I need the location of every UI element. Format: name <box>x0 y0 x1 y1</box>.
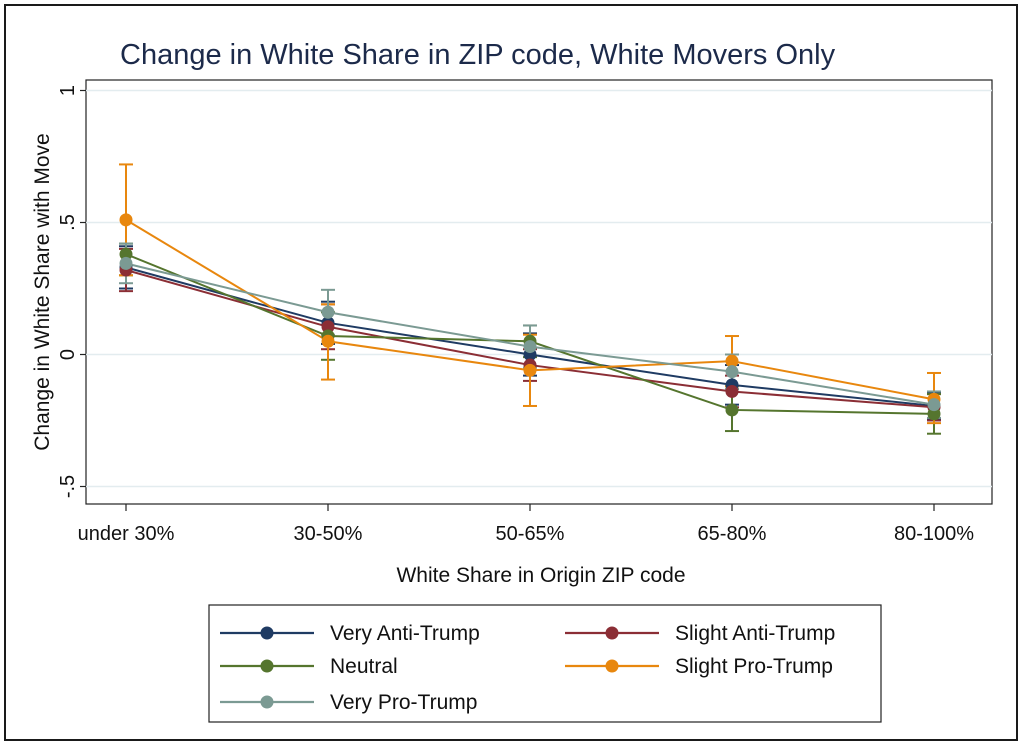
data-point-neutral <box>927 407 941 421</box>
y-tick-label: -.5 <box>57 475 79 498</box>
x-tick-label: 30-50% <box>294 523 363 545</box>
y-axis-label: Change in White Share with Move <box>31 133 54 451</box>
legend: Very Anti-Trump Slight Anti-Trump Neutral S… <box>220 622 835 714</box>
gridlines <box>86 89 992 488</box>
x-tick-label: 50-65% <box>496 523 565 545</box>
x-tick-label: 65-80% <box>698 523 767 545</box>
legend-label: Slight Pro-Trump <box>675 655 833 678</box>
data-point-slight-anti-trump <box>321 320 335 334</box>
y-axis: -.5 0 .5 1 <box>57 85 86 498</box>
legend-item-slight-pro-trump: Slight Pro-Trump <box>565 655 833 678</box>
data-point-slight-pro-trump <box>321 334 335 348</box>
legend-marker <box>260 626 274 640</box>
y-tick-label: .5 <box>57 214 79 231</box>
legend-marker <box>260 695 274 709</box>
data-point-very-pro-trump <box>119 256 133 270</box>
legend-item-very-anti-trump: Very Anti-Trump <box>220 622 480 645</box>
data-point-very-pro-trump <box>725 365 739 379</box>
x-axis: under 30% 30-50% 50-65% 65-80% 80-100% <box>78 504 974 545</box>
plot-area <box>85 79 993 505</box>
legend-item-very-pro-trump: Very Pro-Trump <box>220 691 477 714</box>
data-point-very-pro-trump <box>321 305 335 319</box>
legend-label: Slight Anti-Trump <box>675 622 835 645</box>
x-tick-label: under 30% <box>78 523 175 545</box>
legend-marker <box>605 659 619 673</box>
data-point-very-pro-trump <box>927 398 941 412</box>
legend-item-slight-anti-trump: Slight Anti-Trump <box>565 622 835 645</box>
data-point-slight-anti-trump <box>725 384 739 398</box>
data-point-slight-pro-trump <box>725 354 739 368</box>
data-point-slight-pro-trump <box>523 363 537 377</box>
data-point-neutral <box>725 403 739 417</box>
legend-box <box>208 604 882 723</box>
legend-item-neutral: Neutral <box>220 655 398 678</box>
data-points <box>119 213 941 421</box>
legend-marker <box>260 659 274 673</box>
x-axis-label: White Share in Origin ZIP code <box>396 564 685 587</box>
y-tick-label: 0 <box>57 349 79 360</box>
chart-title: Change in White Share in ZIP code, White… <box>120 39 836 71</box>
data-point-very-pro-trump <box>523 340 537 354</box>
legend-label: Neutral <box>330 655 398 678</box>
x-tick-label: 80-100% <box>894 523 974 545</box>
data-point-slight-pro-trump <box>119 213 133 227</box>
legend-label: Very Pro-Trump <box>330 691 477 714</box>
y-tick-label: 1 <box>57 85 79 96</box>
legend-label: Very Anti-Trump <box>330 622 480 645</box>
legend-marker <box>605 626 619 640</box>
data-point-neutral <box>119 247 133 261</box>
